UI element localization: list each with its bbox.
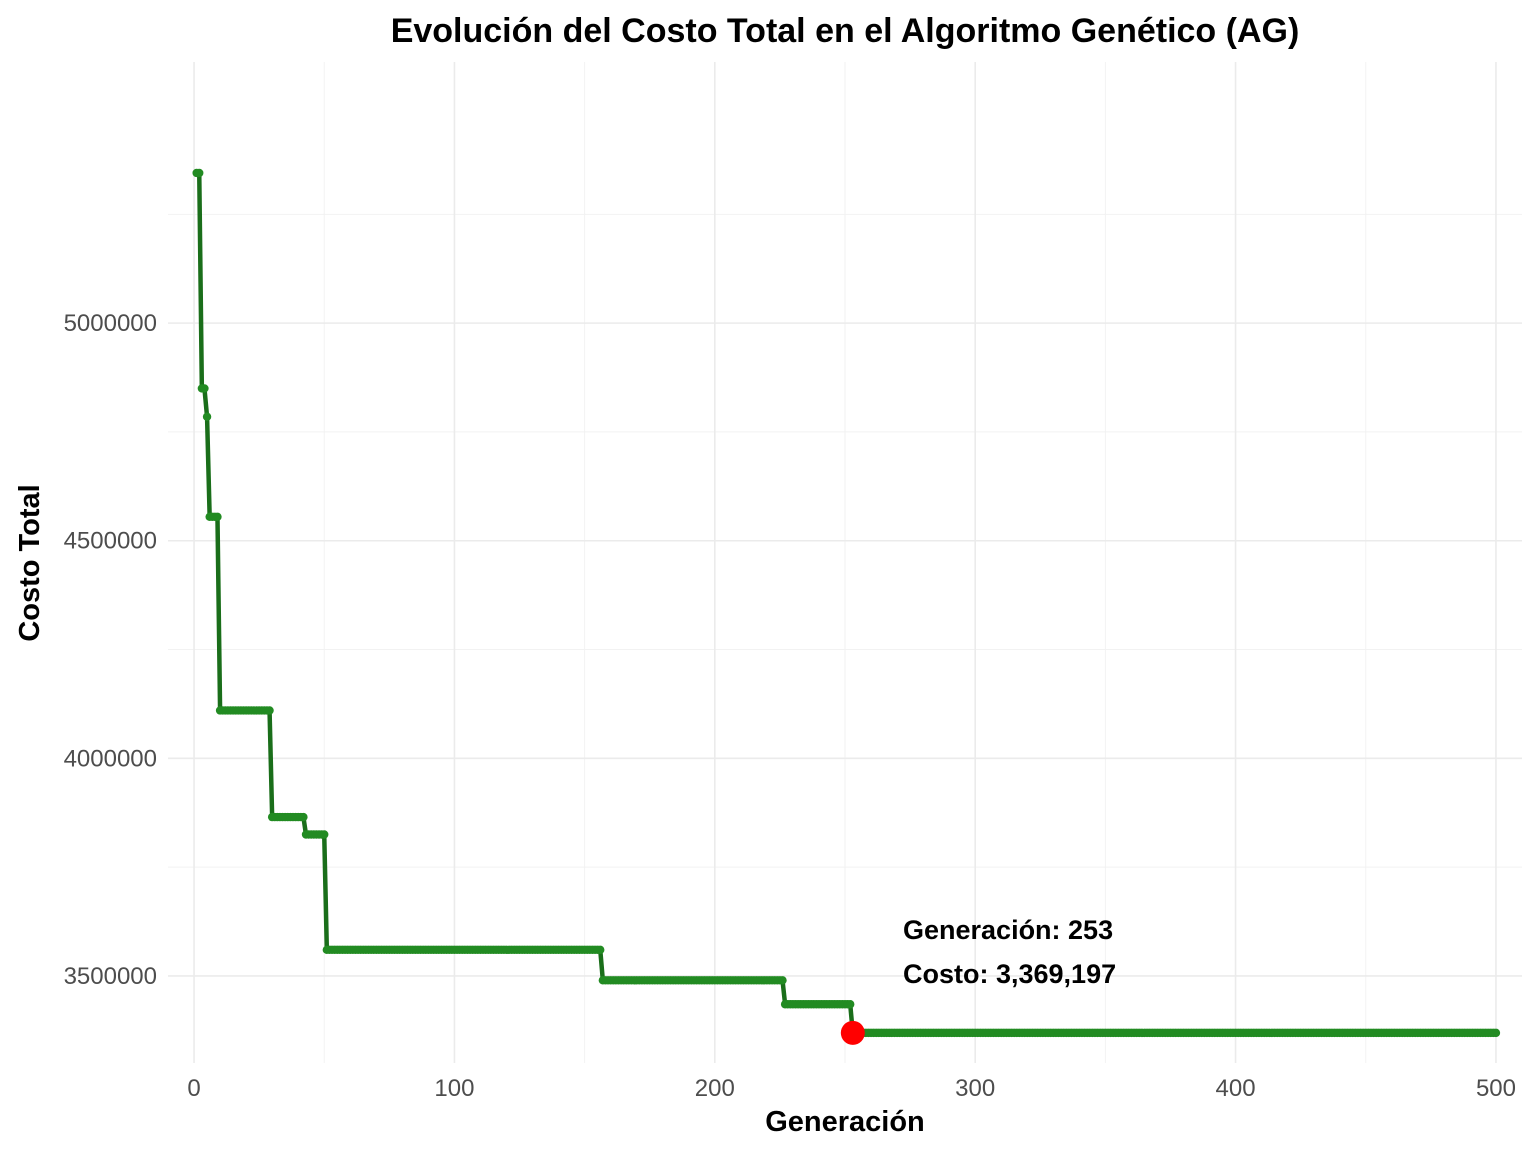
- x-tick-label: 100: [434, 1075, 474, 1102]
- x-tick-label: 400: [1216, 1075, 1256, 1102]
- y-tick-label: 3500000: [64, 963, 157, 990]
- major-gridlines: [168, 62, 1522, 1063]
- series-layer: [192, 168, 1501, 1038]
- x-axis-title: Generación: [765, 1106, 925, 1138]
- data-point: [200, 384, 209, 393]
- y-axis-title: Costo Total: [14, 484, 46, 641]
- annotation-cost: Costo: 3,369,197: [903, 959, 1116, 989]
- x-tick-label: 0: [187, 1075, 200, 1102]
- data-point: [778, 976, 787, 985]
- series-line: [194, 170, 1499, 1036]
- data-point: [265, 706, 274, 715]
- y-tick-label: 5000000: [64, 310, 157, 337]
- y-tick-label: 4000000: [64, 745, 157, 772]
- data-point: [846, 1000, 855, 1009]
- x-tick-label: 300: [955, 1075, 995, 1102]
- highlight-layer: [840, 1020, 865, 1045]
- minor-gridlines: [168, 62, 1522, 1063]
- data-point: [320, 830, 329, 839]
- x-tick-label: 500: [1476, 1075, 1516, 1102]
- data-point: [299, 812, 308, 822]
- data-point: [213, 512, 222, 521]
- chart-title: Evolución del Costo Total en el Algoritm…: [391, 12, 1300, 50]
- annotation-generation: Generación: 253: [903, 915, 1113, 945]
- data-point: [202, 412, 212, 421]
- tick-labels: 0 100 200 300 400 500 3500000 4000000 4500000 500…: [64, 310, 1516, 1102]
- data-point: [596, 945, 605, 955]
- x-tick-label: 200: [695, 1075, 735, 1102]
- best-solution-marker: [840, 1020, 865, 1045]
- y-tick-label: 4500000: [64, 528, 157, 555]
- data-point: [1491, 1028, 1501, 1038]
- data-point: [195, 168, 204, 178]
